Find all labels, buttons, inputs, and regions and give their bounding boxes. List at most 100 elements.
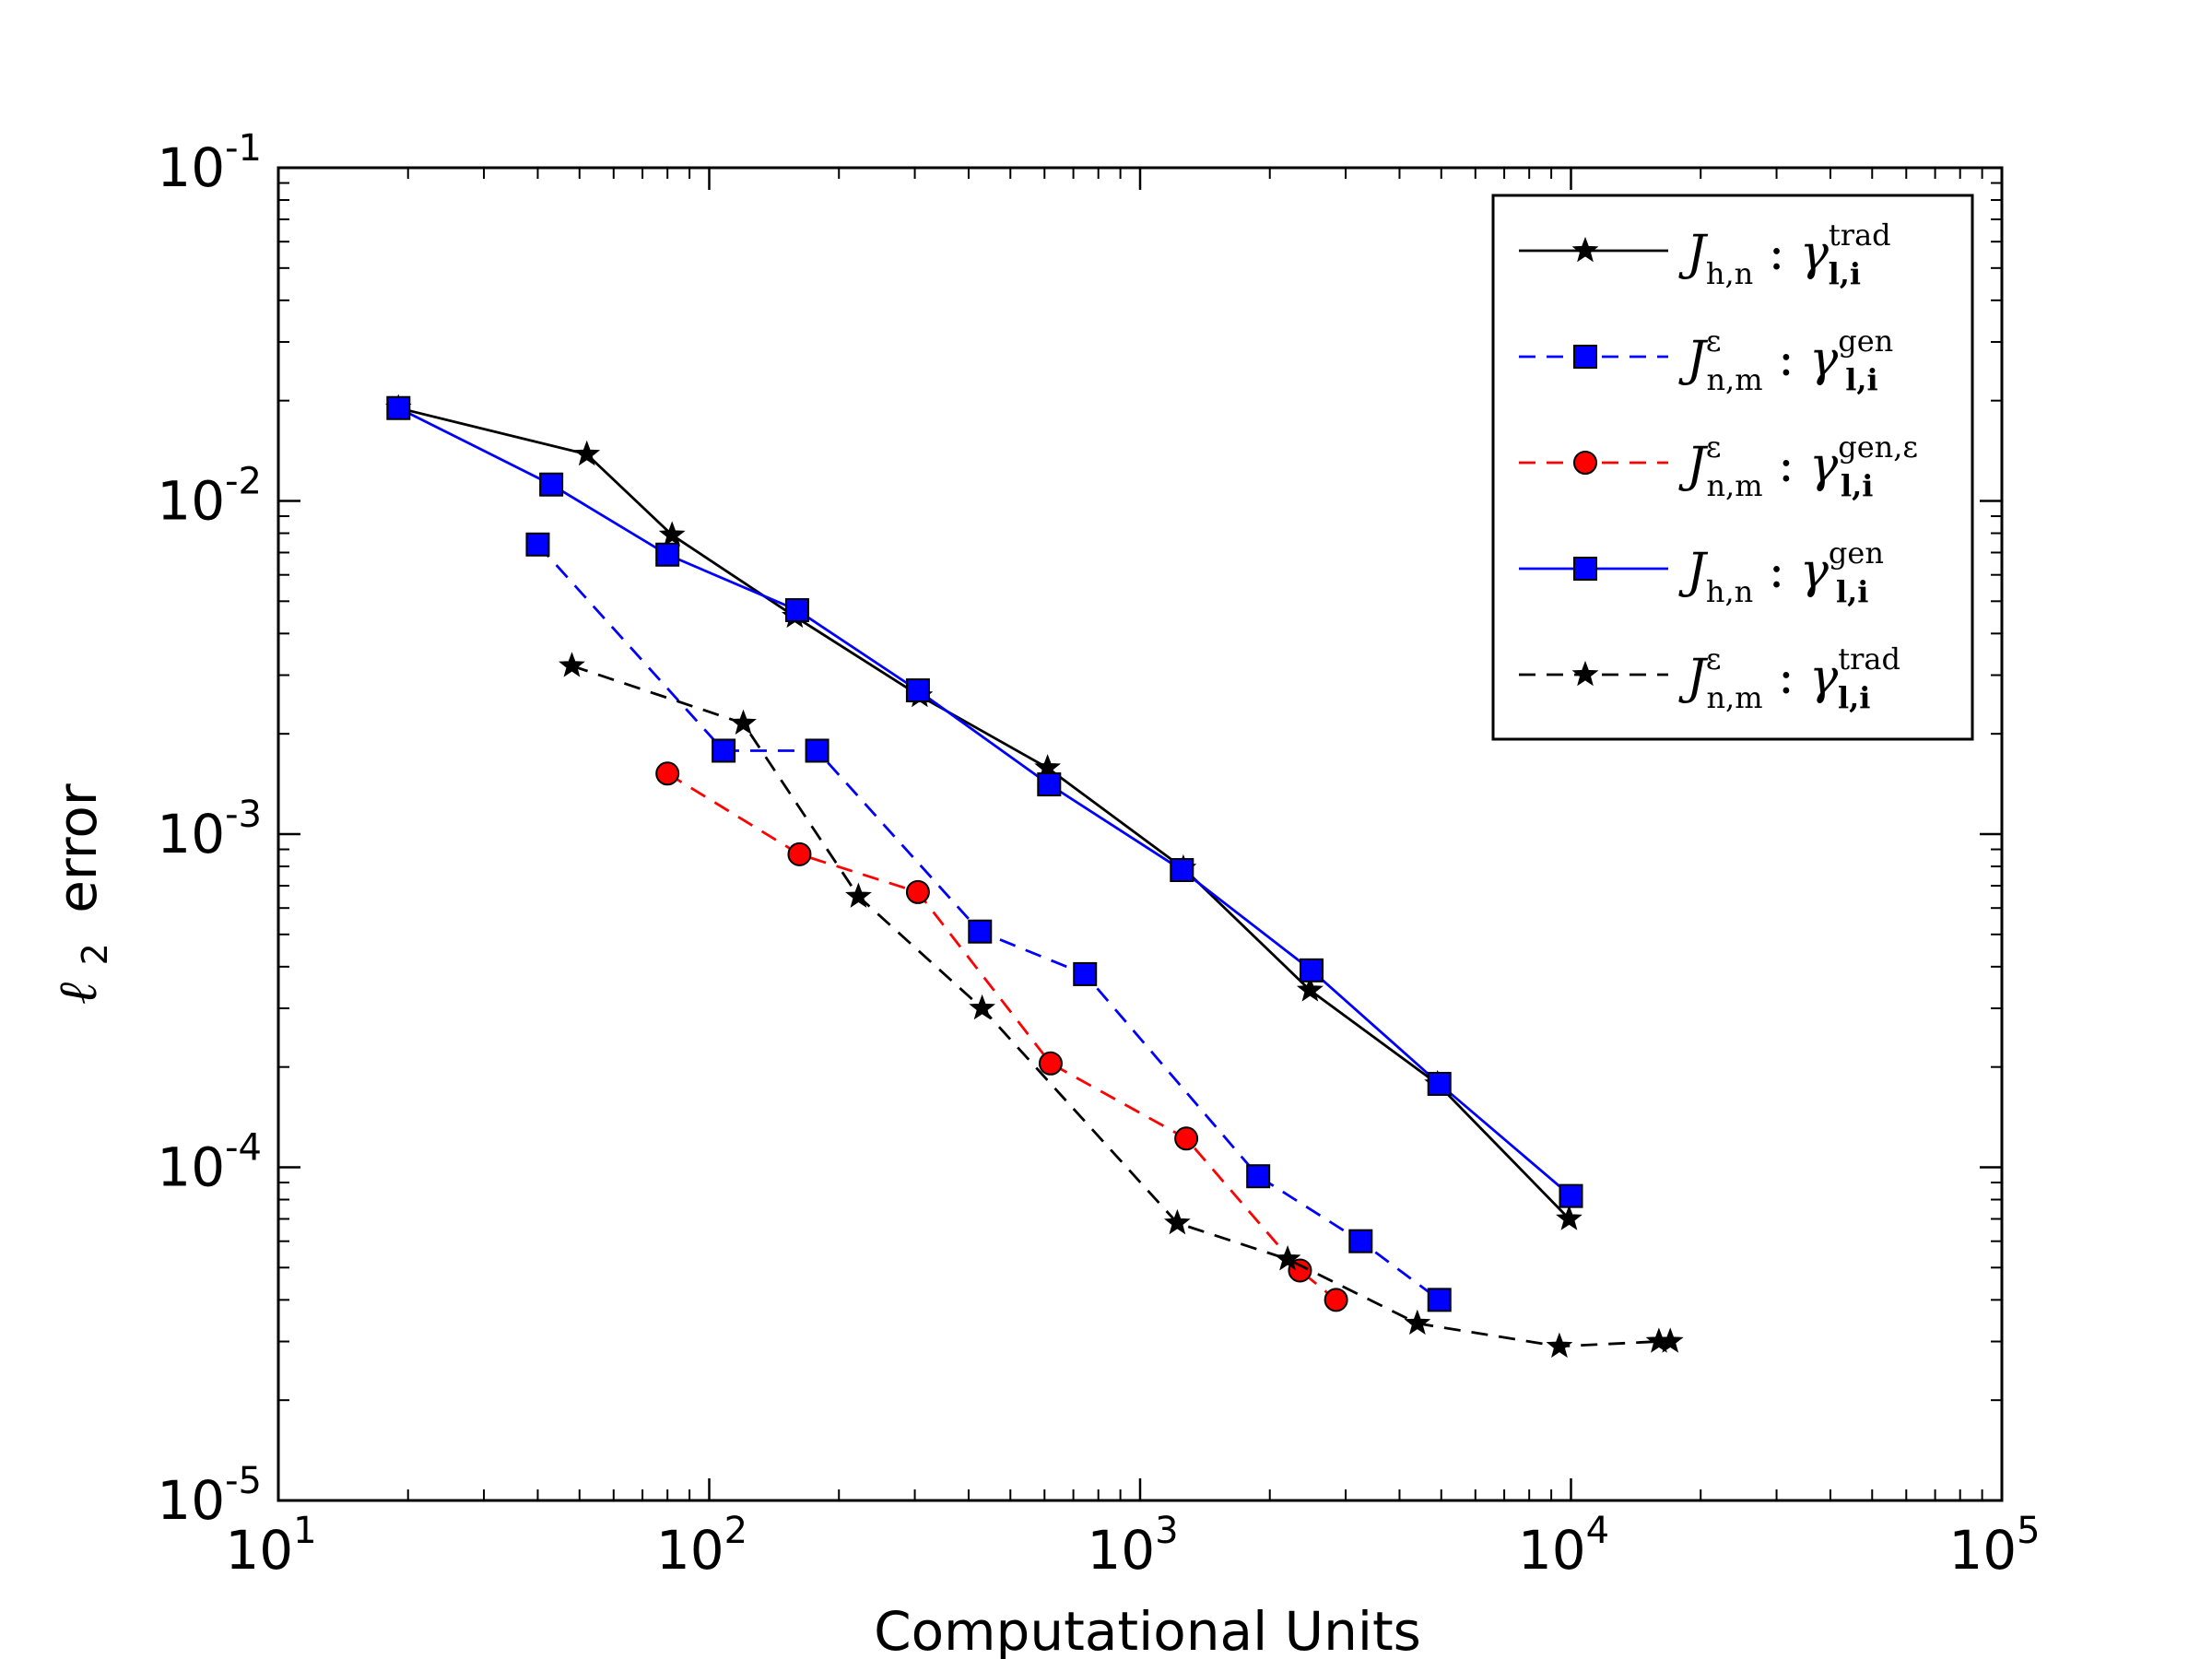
x-tick-label-base: 10: [1948, 1519, 2017, 1582]
data-point: [1274, 1245, 1301, 1271]
series-1: [525, 532, 1452, 1312]
legend-gamma: γ: [1809, 332, 1839, 387]
x-tick-label-exp: 5: [2017, 1510, 2040, 1552]
x-tick-label-exp: 2: [724, 1510, 747, 1552]
data-point: [1288, 1258, 1312, 1283]
legend-gamma-sub: l,i: [1838, 680, 1870, 715]
y-axis-label-subscript: 2: [75, 943, 115, 965]
data-point: [1300, 958, 1324, 982]
data-point: [655, 542, 680, 567]
legend-gamma-sub: l,i: [1836, 574, 1868, 609]
legend-j-sub: n,m: [1706, 468, 1762, 503]
legend-gamma: γ: [1809, 438, 1839, 493]
data-point: [1324, 1288, 1348, 1312]
legend-label: Jε n,m : γgen l,i: [1678, 324, 1893, 397]
x-tick-label-base: 10: [1518, 1519, 1586, 1582]
y-tick-label: 10-2: [157, 461, 262, 533]
y-tick-label-base: 10: [157, 1136, 225, 1199]
data-point: [1656, 1327, 1684, 1353]
legend-entry: Jε n,m : γtrad l,i: [1519, 641, 1900, 715]
legend-marker: [1571, 660, 1599, 687]
legend-frame: [1491, 194, 1974, 741]
legend-gamma: γ: [1800, 226, 1830, 281]
legend-gamma-sub: l,i: [1829, 256, 1861, 291]
x-tick-label-exp: 1: [293, 1510, 316, 1552]
legend-gamma: γ: [1809, 650, 1839, 705]
data-point: [1037, 772, 1062, 797]
legend-j-sub: n,m: [1706, 680, 1762, 715]
legend-gamma-sup: trad: [1838, 641, 1900, 677]
series-4: [559, 652, 1684, 1359]
x-tick-label: 105: [1948, 1510, 2040, 1582]
data-point: [1296, 976, 1324, 1002]
x-tick-label: 101: [225, 1510, 316, 1582]
series-line: [536, 543, 1441, 1301]
data-point: [1404, 1309, 1431, 1335]
data-point: [1427, 1071, 1452, 1096]
legend-colon: :: [1763, 650, 1810, 705]
x-tick-label-exp: 3: [1155, 1510, 1178, 1552]
data-point: [1427, 1288, 1452, 1312]
legend-marker: [1573, 345, 1597, 369]
y-tick-label: 10-4: [157, 1127, 262, 1199]
legend-gamma-sup: gen: [1829, 535, 1884, 571]
series-line: [571, 665, 1671, 1348]
y-tick-label: 10-5: [157, 1460, 262, 1532]
x-tick-label: 102: [656, 1510, 747, 1582]
x-tick-label: 104: [1518, 1510, 1609, 1582]
data-point: [730, 709, 757, 735]
legend-colon: :: [1763, 332, 1810, 387]
data-point: [1163, 1208, 1191, 1235]
legend-colon: :: [1753, 226, 1800, 281]
legend-label: Jh,n : γgen l,i: [1678, 535, 1884, 609]
legend-gamma-sup: gen: [1838, 324, 1893, 359]
y-tick-label-base: 10: [157, 803, 225, 865]
y-axis-label-symbol: ℓ: [46, 982, 109, 1005]
y-tick-label-base: 10: [157, 136, 225, 199]
data-point: [658, 521, 686, 547]
x-tick-label-exp: 4: [1586, 1510, 1609, 1552]
series-2: [655, 761, 1348, 1312]
y-tick-label-base: 10: [157, 470, 225, 533]
y-tick-label: 10-3: [157, 794, 262, 865]
data-point: [559, 652, 585, 677]
legend-marker: [1573, 557, 1597, 581]
legend-gamma-sub: l,i: [1841, 468, 1873, 503]
y-tick-label-exp: -5: [225, 1460, 262, 1502]
legend-label: Jε n,m : γtrad l,i: [1678, 641, 1900, 715]
legend-j-sub: h,n: [1706, 574, 1753, 609]
x-tick-label-base: 10: [1087, 1519, 1155, 1582]
data-point: [573, 440, 601, 466]
legend-entry: Jh,n : γtrad l,i: [1519, 218, 1891, 291]
svg-text:ℓ 2 error: ℓ 2 error: [46, 783, 120, 1005]
series-line: [397, 406, 1571, 1220]
legend-colon: :: [1753, 544, 1800, 599]
data-point: [539, 472, 564, 497]
data-point: [1348, 1229, 1373, 1253]
legend-j-sub: n,m: [1706, 362, 1762, 397]
y-tick-label-exp: -1: [225, 127, 262, 170]
legend-j-sup: ε: [1706, 324, 1722, 359]
series-3: [386, 395, 1583, 1208]
y-tick-label: 10-1: [157, 127, 262, 199]
data-point: [1556, 1205, 1583, 1230]
series-layer: [384, 394, 1684, 1359]
legend-entry: Jh,n : γgen l,i: [1519, 535, 1884, 609]
data-point: [805, 738, 830, 763]
data-point: [787, 841, 812, 866]
legend-label: Jh,n : γtrad l,i: [1678, 218, 1891, 291]
y-tick-label-exp: -3: [225, 794, 262, 836]
legend-gamma-sub: l,i: [1845, 362, 1877, 397]
y-tick-label-base: 10: [157, 1469, 225, 1532]
data-point: [784, 598, 809, 623]
legend-j-sub: h,n: [1706, 256, 1753, 291]
x-tick-label-base: 10: [225, 1519, 293, 1582]
data-point: [905, 879, 930, 904]
legend-gamma-sup: trad: [1829, 218, 1891, 253]
legend-marker: [1571, 236, 1599, 263]
data-point: [1174, 1126, 1199, 1151]
data-point: [712, 738, 736, 763]
y-axis-label: ℓ 2 error: [46, 783, 120, 1005]
